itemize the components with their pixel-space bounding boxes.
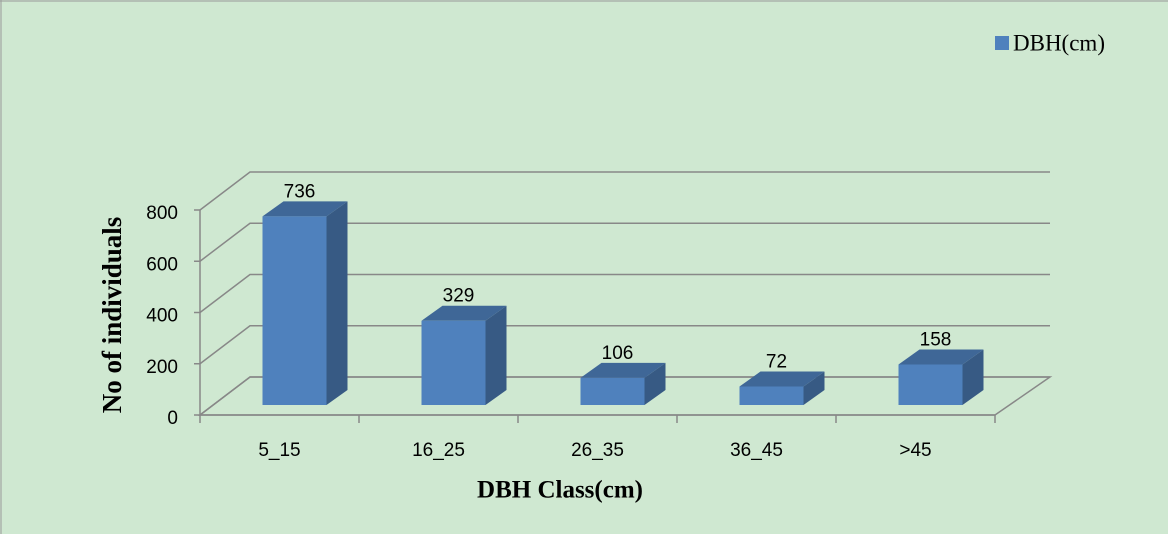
x-tick-label: 5_15 xyxy=(258,440,300,461)
bar-side xyxy=(803,371,825,405)
legend-label: DBH(cm) xyxy=(1013,30,1105,55)
grid-line xyxy=(199,325,1050,365)
bar-top xyxy=(262,201,348,217)
bar-front xyxy=(262,216,327,405)
data-label: 158 xyxy=(920,330,952,351)
bar-side xyxy=(644,362,666,405)
y-tick-label: 800 xyxy=(146,203,178,224)
legend-swatch xyxy=(995,36,1009,50)
data-label: 736 xyxy=(284,181,316,202)
data-label: 106 xyxy=(602,343,634,364)
y-axis-title: No of individuals xyxy=(97,217,127,414)
bar-side xyxy=(962,349,984,405)
y-tick-label: 600 xyxy=(146,254,178,275)
bar-front xyxy=(898,364,963,405)
data-label: 329 xyxy=(443,286,475,307)
bar-top xyxy=(421,305,507,321)
x-tick-label: 36_45 xyxy=(730,440,783,461)
bar-side xyxy=(485,305,507,405)
bar xyxy=(580,362,666,405)
y-tick-label: 200 xyxy=(146,357,178,378)
y-tick-label: 0 xyxy=(167,408,178,429)
bar-front xyxy=(580,377,645,405)
data-label: 72 xyxy=(766,352,787,373)
bar-top xyxy=(898,349,984,365)
bar xyxy=(262,201,348,405)
x-axis-title: DBH Class(cm) xyxy=(477,477,643,504)
bar-side xyxy=(326,201,348,405)
grid-line xyxy=(199,171,1050,211)
grid-line xyxy=(199,273,1050,314)
x-tick-label: 16_25 xyxy=(412,440,465,461)
bar-top xyxy=(739,371,825,387)
bar-front xyxy=(739,386,804,405)
bar xyxy=(898,349,984,405)
bar xyxy=(739,371,825,405)
x-tick-label: >45 xyxy=(899,440,931,461)
bar-top xyxy=(580,362,666,378)
x-tick-label: 26_35 xyxy=(571,440,624,461)
bar xyxy=(421,305,507,405)
y-tick-label: 400 xyxy=(146,306,178,327)
bar-front xyxy=(421,320,486,405)
grid-line xyxy=(199,222,1050,262)
